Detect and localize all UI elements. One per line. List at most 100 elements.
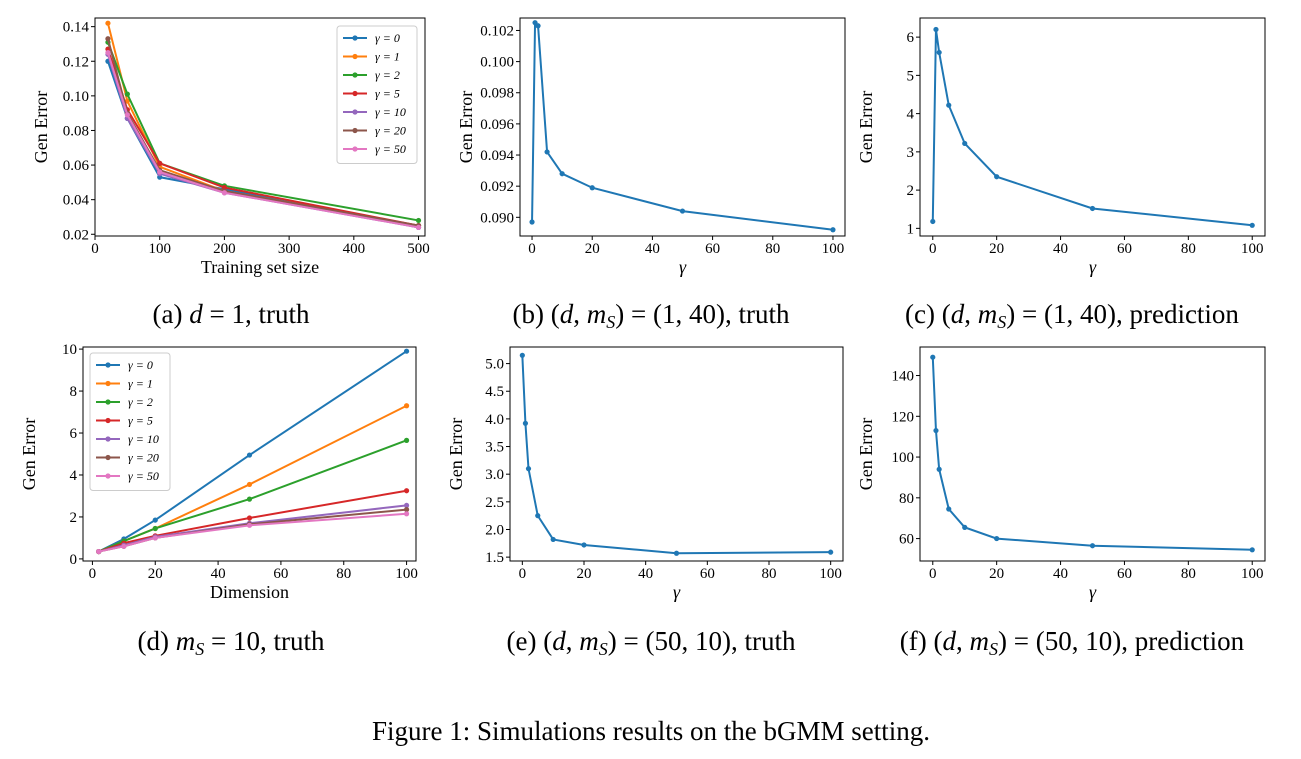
legend: γ = 0 γ = 1 γ = 2 γ = 5 γ = 10 γ = 20 γ = 50: [336, 25, 418, 164]
y-tick-label: 6: [70, 426, 78, 442]
x-tick-label: 80: [1181, 241, 1196, 257]
x-tick-label: 80: [336, 566, 351, 582]
y-tick-label: 2: [70, 510, 78, 526]
legend-label: γ = 0: [375, 31, 400, 45]
y-tick-label: 2: [907, 183, 915, 199]
data-point: [152, 517, 158, 523]
y-tick-label: 0.10: [63, 89, 89, 105]
data-point: [946, 102, 952, 108]
chart-a: 0 100 200 300 400 500 0.02 0.04 0.06 0.08 0.10 0.12…: [31, 17, 430, 277]
y-tick-label: 0.08: [63, 123, 89, 139]
y-tick-label: 0.02: [63, 227, 89, 243]
legend-marker: [105, 473, 111, 479]
x-tick-label: 100: [822, 241, 845, 257]
data-point: [415, 224, 422, 230]
data-point: [559, 171, 565, 177]
data-point: [994, 535, 1000, 542]
x-tick-label: 60: [700, 566, 715, 582]
x-tick-label: 40: [211, 566, 226, 582]
y-axis-label: Gen Error: [31, 91, 51, 163]
data-point: [105, 20, 111, 26]
x-axis-label: γ: [1089, 257, 1097, 277]
data-point: [403, 506, 410, 513]
y-tick-label: 3.0: [485, 467, 504, 483]
axes-frame: [519, 17, 846, 237]
y-tick-label: 0.090: [480, 210, 514, 226]
y-tick-label: 3.5: [485, 440, 504, 456]
axes-frame: [509, 346, 844, 562]
legend-marker: [352, 127, 358, 134]
x-tick-label: 20: [148, 566, 163, 582]
y-tick-label: 0.06: [63, 158, 90, 174]
y-axis-label: Gen Error: [856, 418, 876, 490]
y-tick-label: 2.5: [485, 495, 504, 511]
legend-label: γ = 1: [375, 50, 400, 64]
y-tick-label: 0.094: [480, 148, 514, 164]
data-point: [246, 515, 253, 521]
legend-label: γ = 2: [375, 68, 400, 82]
data-point: [403, 502, 410, 509]
axes-frame: [94, 17, 426, 237]
legend-marker: [352, 53, 358, 60]
x-tick-label: 60: [273, 566, 288, 582]
x-tick-label: 500: [407, 241, 430, 257]
x-tick-label: 100: [1241, 241, 1264, 257]
legend-label: γ = 5: [375, 87, 400, 101]
data-point: [828, 549, 834, 555]
legend-marker: [352, 146, 358, 152]
data-point: [152, 525, 158, 532]
legend-label: γ = 1: [128, 377, 153, 391]
series-line: [931, 29, 1253, 227]
data-point: [581, 542, 587, 548]
caption-c: (c) (d, mS) = (1, 40), prediction: [905, 299, 1239, 332]
data-point: [1249, 547, 1255, 553]
y-tick-label: 100: [892, 450, 915, 466]
data-point: [246, 496, 253, 502]
legend-label: γ = 50: [375, 142, 406, 156]
y-tick-label: 80: [899, 491, 914, 507]
data-point: [124, 112, 130, 118]
y-tick-label: 0: [70, 552, 78, 568]
y-tick-label: 4: [70, 468, 78, 484]
y-tick-label: 0.102: [480, 23, 514, 39]
caption-d: (d) mS = 10, truth: [138, 626, 325, 659]
x-axis-label: γ: [1089, 582, 1097, 602]
data-point: [589, 185, 595, 191]
x-tick-label: 20: [577, 566, 592, 582]
chart-e: 0 20 40 60 80 100 1.5 2.0 2.5 3.0 3.5 4.0 4.5 5.0 γ Gen…: [446, 346, 844, 602]
x-tick-label: 20: [989, 566, 1004, 582]
series-line: [98, 504, 407, 553]
data-point: [403, 488, 410, 494]
caption-b: (b) (d, mS) = (1, 40), truth: [513, 299, 790, 332]
data-point: [96, 548, 102, 555]
series-line: [531, 20, 834, 231]
data-point: [962, 140, 968, 147]
data-point: [830, 227, 836, 233]
data-point: [246, 481, 253, 488]
x-tick-label: 60: [1117, 566, 1132, 582]
y-tick-label: 5.0: [485, 357, 504, 373]
x-axis-label: γ: [673, 582, 681, 602]
legend-marker: [352, 109, 358, 115]
y-tick-label: 1.5: [485, 550, 504, 566]
legend-marker: [105, 399, 111, 405]
data-point: [936, 466, 942, 472]
data-point: [930, 354, 936, 360]
x-tick-label: 20: [585, 241, 600, 257]
caption-e: (e) (d, mS) = (50, 10), truth: [507, 626, 796, 659]
legend: γ = 0 γ = 1 γ = 2 γ = 5 γ = 10 γ = 20 γ = 50: [89, 352, 171, 491]
y-tick-label: 10: [62, 342, 77, 358]
data-point: [415, 217, 422, 224]
series-line: [98, 489, 407, 553]
figure-caption: Figure 1: Simulations results on the bGM…: [372, 716, 930, 746]
x-tick-label: 300: [278, 241, 301, 257]
x-tick-label: 100: [395, 566, 418, 582]
axes-frame: [82, 346, 417, 562]
series-line: [931, 357, 1253, 551]
legend-marker: [352, 90, 358, 97]
data-point: [1249, 222, 1255, 228]
data-point: [522, 420, 529, 426]
y-axis-label: Gen Error: [446, 418, 466, 490]
data-point: [105, 36, 111, 42]
